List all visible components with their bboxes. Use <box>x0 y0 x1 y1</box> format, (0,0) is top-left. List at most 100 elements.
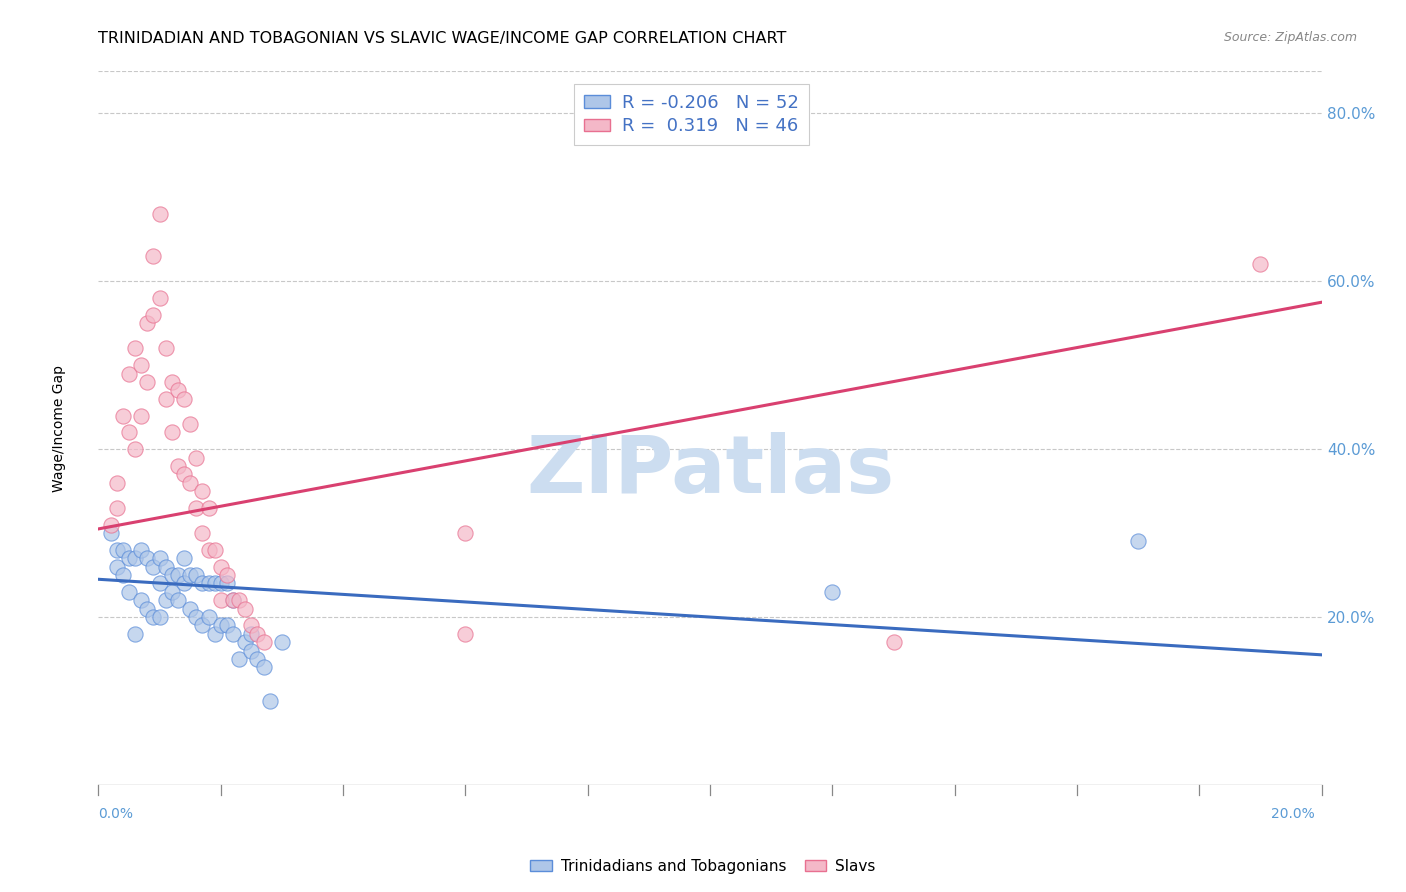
Point <box>270 635 292 649</box>
Text: TRINIDADIAN AND TOBAGONIAN VS SLAVIC WAGE/INCOME GAP CORRELATION CHART: TRINIDADIAN AND TOBAGONIAN VS SLAVIC WAG… <box>98 31 787 46</box>
Point <box>454 627 477 641</box>
Point <box>197 500 219 515</box>
Point <box>821 585 844 599</box>
Point <box>129 358 152 372</box>
Point <box>173 576 195 591</box>
Point <box>209 593 232 607</box>
Text: 0.0%: 0.0% <box>98 807 134 822</box>
Legend: R = -0.206   N = 52, R =  0.319   N = 46: R = -0.206 N = 52, R = 0.319 N = 46 <box>575 84 808 145</box>
Point <box>129 542 152 557</box>
Point <box>105 542 128 557</box>
Point <box>186 500 208 515</box>
Point <box>118 367 141 381</box>
Point <box>136 601 159 615</box>
Point <box>124 551 146 566</box>
Point <box>173 392 195 406</box>
Point <box>228 652 250 666</box>
Point <box>149 610 172 624</box>
Point <box>136 551 159 566</box>
Point <box>111 568 134 582</box>
Point <box>209 559 232 574</box>
Point <box>240 643 263 657</box>
Point <box>179 475 201 490</box>
Point <box>252 635 274 649</box>
Point <box>186 450 208 465</box>
Point <box>240 618 263 632</box>
Point <box>149 207 172 221</box>
Legend: Trinidadians and Tobagonians, Slavs: Trinidadians and Tobagonians, Slavs <box>524 853 882 880</box>
Point <box>246 627 269 641</box>
Point <box>142 559 165 574</box>
Point <box>160 585 183 599</box>
Point <box>204 627 226 641</box>
Text: Source: ZipAtlas.com: Source: ZipAtlas.com <box>1223 31 1357 45</box>
Point <box>209 576 232 591</box>
Point <box>167 458 190 473</box>
Point <box>186 568 208 582</box>
Point <box>233 635 256 649</box>
Point <box>197 576 219 591</box>
Point <box>124 627 146 641</box>
Point <box>204 576 226 591</box>
Point <box>222 593 245 607</box>
Point <box>124 442 146 457</box>
Point <box>129 593 152 607</box>
Point <box>1128 534 1150 549</box>
Point <box>204 542 226 557</box>
Point <box>160 425 183 440</box>
Text: Wage/Income Gap: Wage/Income Gap <box>52 365 66 491</box>
Point <box>100 517 122 532</box>
Point <box>246 652 269 666</box>
Point <box>105 559 128 574</box>
Point <box>179 601 201 615</box>
Point <box>160 568 183 582</box>
Point <box>191 576 214 591</box>
Point <box>197 542 219 557</box>
Point <box>118 585 141 599</box>
Point <box>1249 257 1271 271</box>
Point <box>155 392 177 406</box>
Point <box>228 593 250 607</box>
Point <box>149 291 172 305</box>
Point <box>215 576 238 591</box>
Point <box>124 342 146 356</box>
Point <box>191 484 214 499</box>
Point <box>155 559 177 574</box>
Point <box>186 610 208 624</box>
Point <box>167 568 190 582</box>
Point <box>136 316 159 330</box>
Point <box>215 568 238 582</box>
Point <box>240 627 263 641</box>
Point <box>118 551 141 566</box>
Point <box>136 375 159 389</box>
Point <box>105 500 128 515</box>
Point <box>222 593 245 607</box>
Point <box>259 694 281 708</box>
Point <box>191 618 214 632</box>
Point <box>118 425 141 440</box>
Point <box>129 409 152 423</box>
Point <box>215 618 238 632</box>
Point <box>149 551 172 566</box>
Point <box>160 375 183 389</box>
Point <box>167 593 190 607</box>
Point <box>142 308 165 322</box>
Point <box>155 342 177 356</box>
Point <box>191 526 214 541</box>
Point <box>155 593 177 607</box>
Point <box>179 568 201 582</box>
Point <box>149 576 172 591</box>
Point <box>179 417 201 431</box>
Text: 20.0%: 20.0% <box>1271 807 1315 822</box>
Point <box>100 526 122 541</box>
Text: ZIPatlas: ZIPatlas <box>526 432 894 510</box>
Point <box>252 660 274 674</box>
Point <box>197 610 219 624</box>
Point <box>111 409 134 423</box>
Point <box>233 601 256 615</box>
Point <box>173 467 195 482</box>
Point <box>105 475 128 490</box>
Point <box>167 384 190 398</box>
Point <box>142 610 165 624</box>
Point <box>222 627 245 641</box>
